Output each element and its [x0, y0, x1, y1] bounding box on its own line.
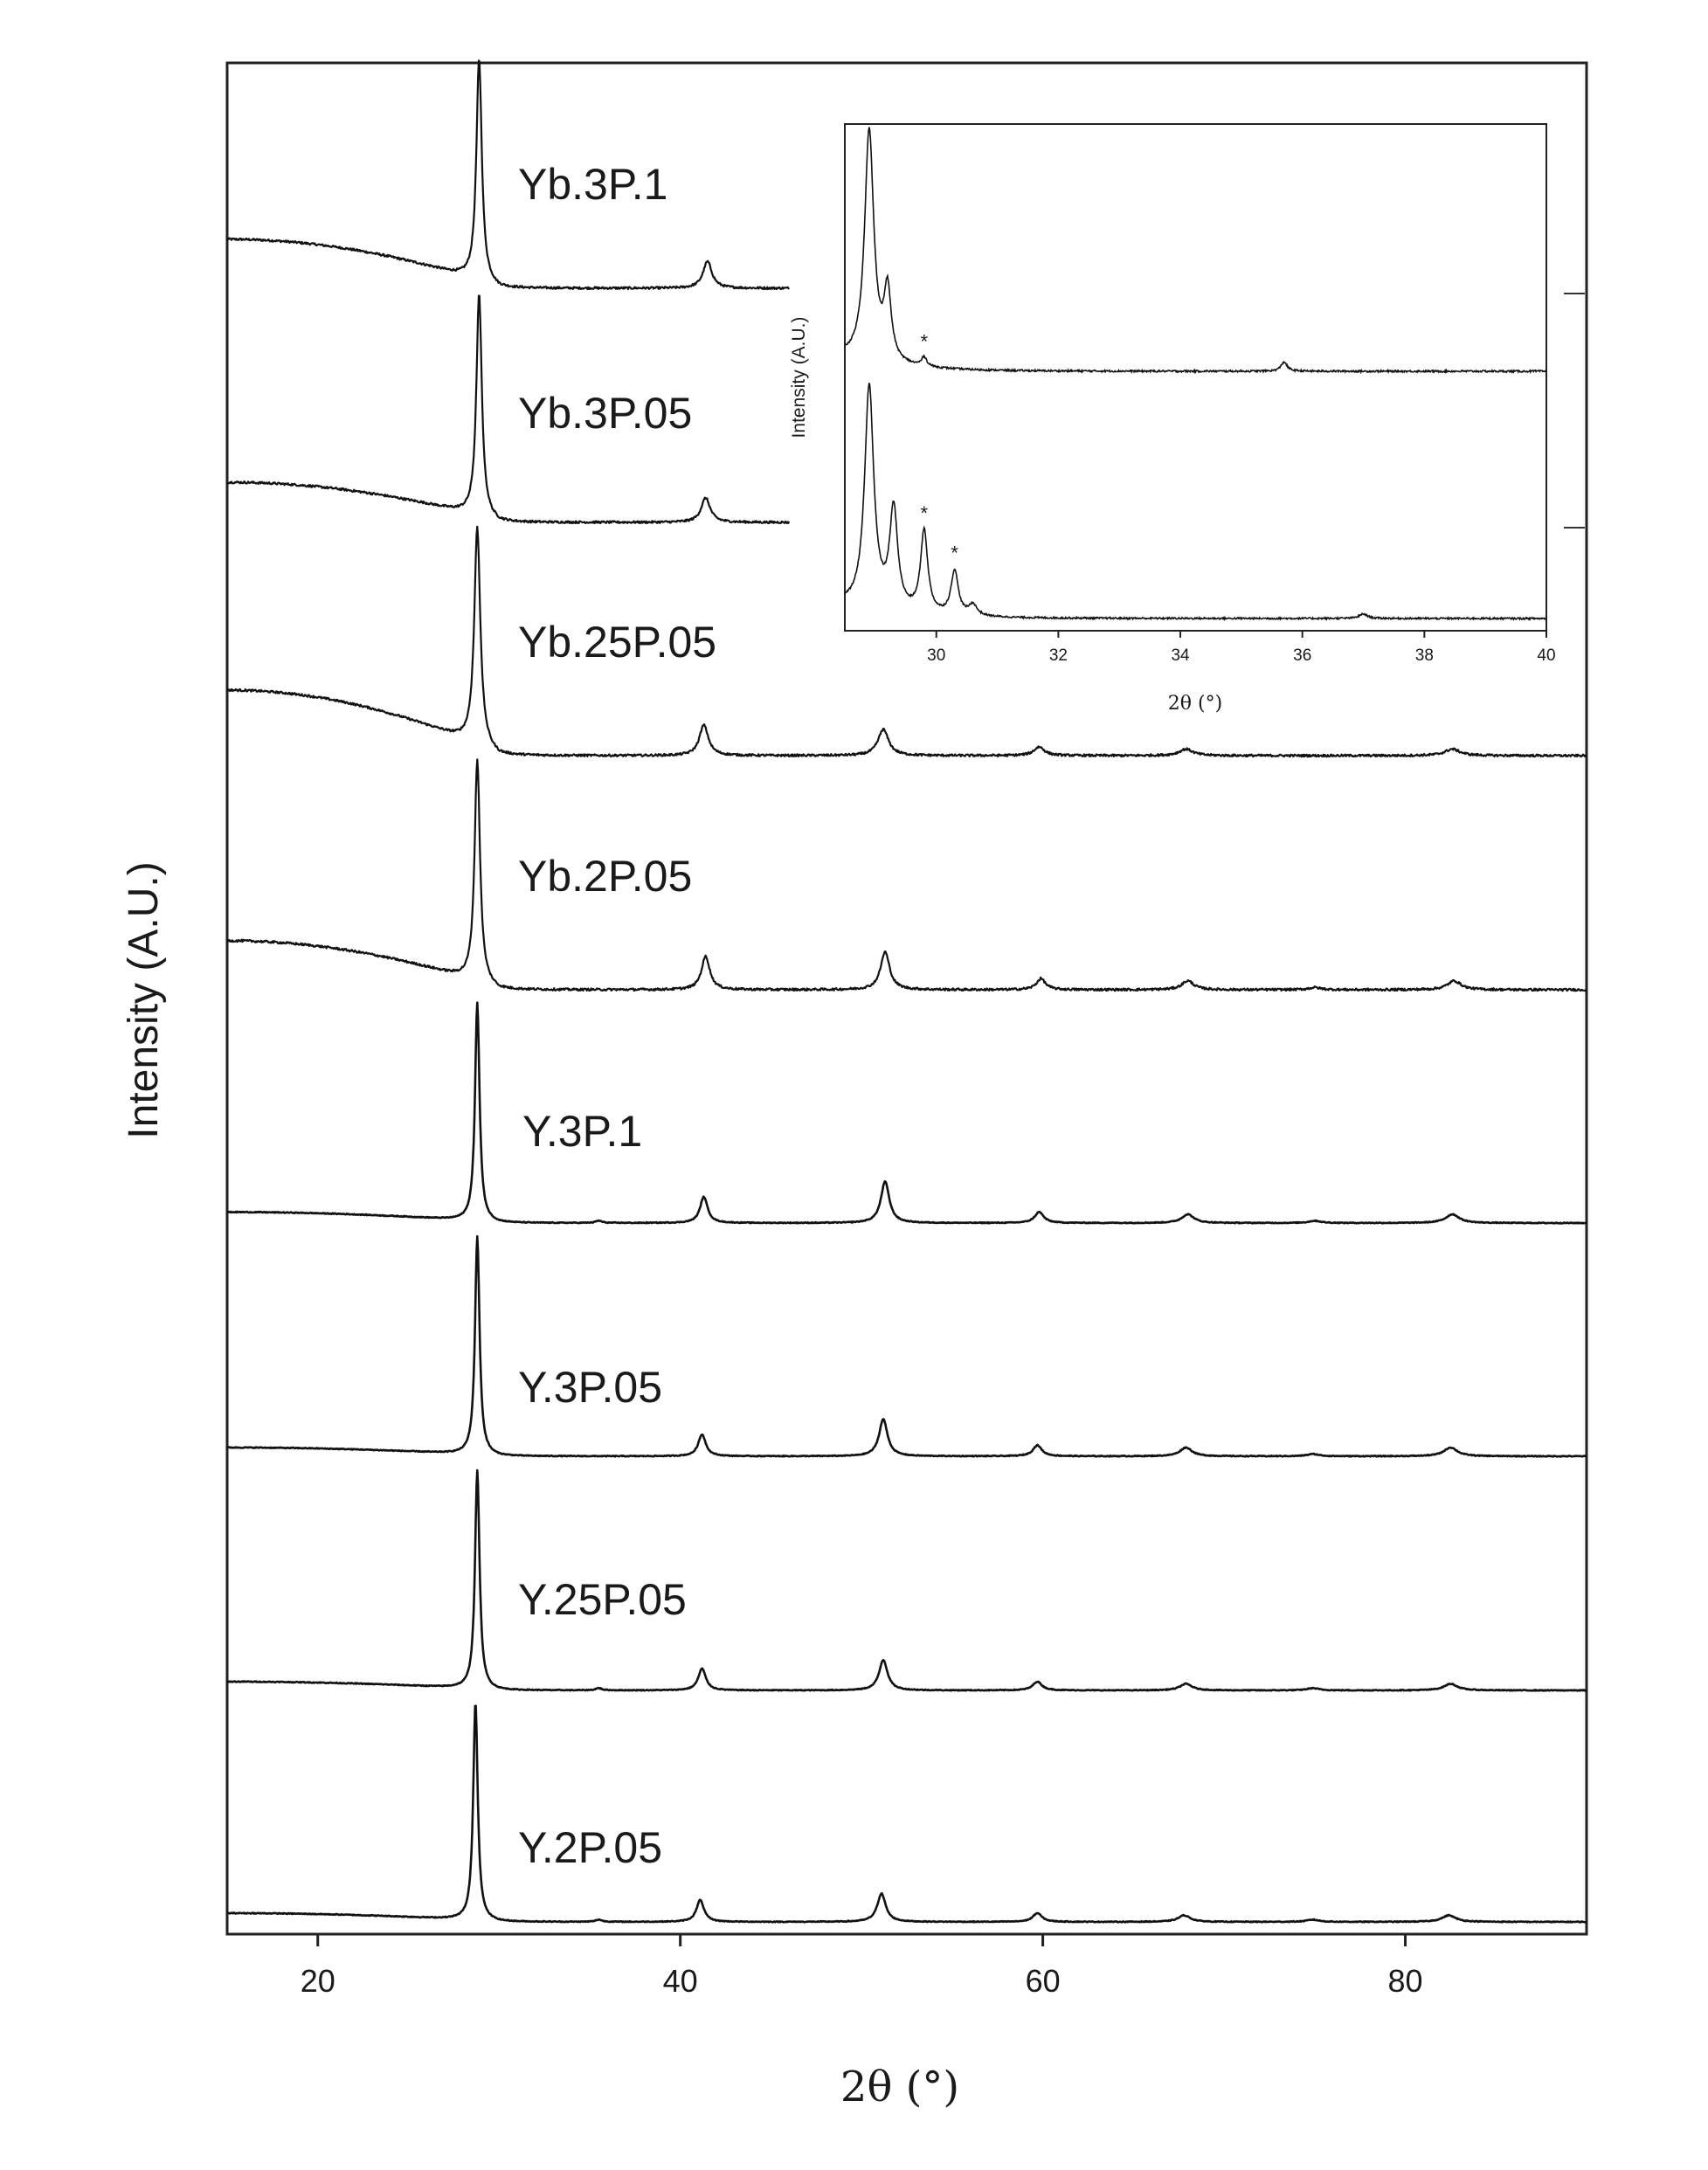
inset-x-tick-label: 38 [1415, 646, 1434, 665]
x-tick-label: 60 [1026, 1963, 1061, 1999]
inset-x-axis-label: 2θ (°) [1168, 693, 1222, 715]
x-tick-label: 40 [663, 1963, 698, 1999]
series-label: Yb.3P.1 [518, 160, 667, 209]
series-line-Yb.2P.05 [226, 758, 1587, 992]
main-series-group [226, 59, 1587, 1924]
x-axis-ticks: 20 40 60 80 [301, 1934, 1423, 1999]
inset-markers: * * * [920, 331, 958, 564]
x-axis-label: 2θ (°) [840, 2063, 959, 2111]
series-labels: Yb.3P.1 Yb.3P.05 Yb.25P.05 Yb.2P.05 Y.3P.1 Y.… [518, 160, 716, 1872]
series-line-Y.3P.05 [226, 1234, 1587, 1458]
series-label: Y.25P.05 [518, 1575, 687, 1624]
inset-x-tick-label: 40 [1537, 646, 1555, 665]
series-line-Y.2P.05 [226, 1704, 1587, 1924]
series-label: Yb.3P.05 [518, 389, 692, 438]
inset-peak-marker: * [920, 331, 928, 353]
series-line-Yb.25P.05 [226, 525, 1587, 758]
inset-x-tick-label: 32 [1049, 646, 1068, 665]
series-line-Y.25P.05 [226, 1469, 1587, 1692]
y-axis-label: Intensity (A.U.) [121, 861, 167, 1138]
inset-chart: * * * 30 32 34 36 38 40 2θ (°) Intensity (A.U.) [789, 123, 1556, 715]
series-label: Yb.2P.05 [518, 852, 692, 901]
inset-peak-marker: * [920, 502, 928, 524]
series-label: Y.3P.1 [522, 1107, 642, 1156]
inset-peak-marker: * [951, 542, 958, 564]
inset-frame [844, 123, 1547, 632]
series-label: Y.2P.05 [518, 1823, 662, 1872]
plot-frame [225, 61, 1588, 1936]
x-tick-label: 20 [301, 1963, 335, 1999]
inset-y-axis-label: Intensity (A.U.) [789, 317, 809, 439]
inset-x-axis-ticks: 30 32 34 36 38 40 [927, 631, 1556, 665]
series-line-Y.3P.1 [226, 1001, 1587, 1225]
inset-x-tick-label: 30 [927, 646, 945, 665]
series-label: Yb.25P.05 [518, 618, 716, 667]
inset-series-group [844, 127, 1547, 621]
inset-series-line [844, 127, 1547, 375]
inset-x-tick-label: 34 [1171, 646, 1190, 665]
x-tick-label: 80 [1388, 1963, 1423, 1999]
inset-x-tick-label: 36 [1293, 646, 1311, 665]
series-line-Yb.3P.1 [226, 59, 791, 291]
series-line-Yb.3P.05 [226, 294, 791, 525]
inset-series-line [844, 383, 1547, 621]
series-label: Y.3P.05 [518, 1363, 662, 1412]
